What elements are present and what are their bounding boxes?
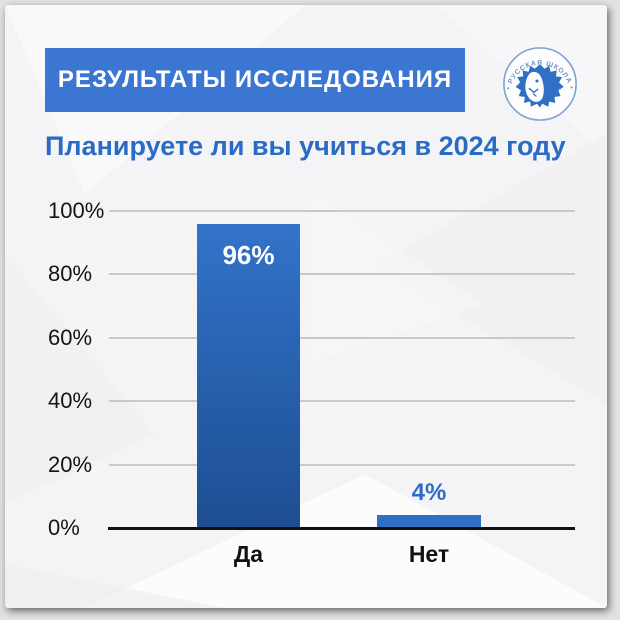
gridline-60 xyxy=(109,336,575,339)
category-label-no: Нет xyxy=(408,541,450,567)
gridline-20 xyxy=(109,463,575,466)
y-axis-tick-80: 80% xyxy=(48,261,93,287)
bar-no-value-label: 4% xyxy=(411,479,447,507)
y-axis-tick-100: 100% xyxy=(48,198,105,223)
y-axis-tick-60: 60% xyxy=(48,324,93,350)
research-results-badge-label: РЕЗУЛЬТАТЫ ИССЛЕДОВАНИЯ xyxy=(57,66,453,93)
rsu-logo: • РУССКАЯ ШКОЛА • УПРАВЛЕНИЯ xyxy=(503,47,577,121)
chart-title: Планируете ли вы учиться в 2024 году xyxy=(45,131,566,161)
gridline-80 xyxy=(109,273,575,276)
infographic-card: РЕЗУЛЬТАТЫ ИССЛЕДОВАНИЯ • РУССКАЯ ШКОЛА … xyxy=(5,5,607,608)
y-axis-tick-40: 40% xyxy=(48,388,93,414)
bar-yes: 96% Да xyxy=(197,211,300,567)
gridline-40 xyxy=(109,400,575,403)
category-label-yes: Да xyxy=(233,541,264,567)
gridline-100 xyxy=(109,210,575,212)
y-axis-tick-0: 0% xyxy=(48,515,80,540)
bar-chart: 100% 80% 60% 40% 20% 0% 96% Да 4% Нет xyxy=(48,198,575,567)
bar-no: 4% Нет xyxy=(377,211,481,567)
research-results-badge: РЕЗУЛЬТАТЫ ИССЛЕДОВАНИЯ xyxy=(45,48,465,112)
bar-yes-value-label: 96% xyxy=(222,239,275,270)
y-axis-tick-20: 20% xyxy=(48,451,93,477)
lion-head-icon xyxy=(515,64,564,108)
x-axis-baseline xyxy=(108,526,575,530)
